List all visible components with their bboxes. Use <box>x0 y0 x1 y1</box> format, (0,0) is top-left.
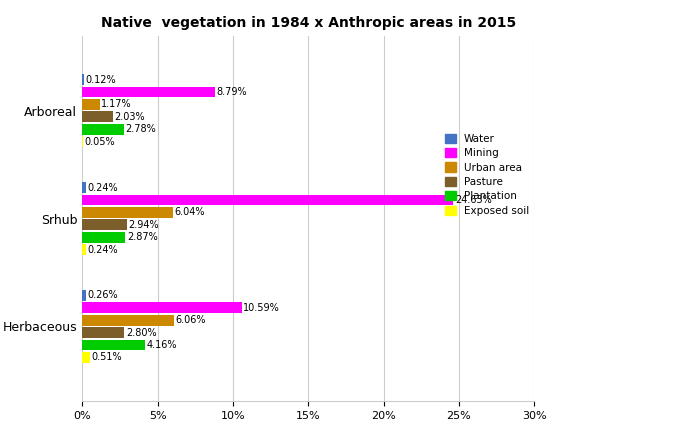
Text: 2.78%: 2.78% <box>125 124 156 134</box>
Bar <box>82 182 86 193</box>
Text: 8.79%: 8.79% <box>216 87 247 97</box>
Bar <box>82 112 113 122</box>
Text: 6.04%: 6.04% <box>175 207 206 217</box>
Legend: Water, Mining, Urban area, Pasture, Plantation, Exposed soil: Water, Mining, Urban area, Pasture, Plan… <box>445 133 529 216</box>
Text: 2.03%: 2.03% <box>114 112 145 122</box>
Text: 2.94%: 2.94% <box>128 220 159 230</box>
Text: 4.16%: 4.16% <box>147 340 177 350</box>
Text: 2.87%: 2.87% <box>127 232 158 242</box>
Text: 10.59%: 10.59% <box>243 303 280 313</box>
Bar <box>82 207 173 218</box>
Bar <box>82 302 242 313</box>
Bar <box>82 315 173 326</box>
Bar <box>82 74 84 85</box>
Bar <box>82 244 86 255</box>
Text: 2.80%: 2.80% <box>126 328 157 338</box>
Text: 0.51%: 0.51% <box>91 352 122 363</box>
Text: 24.63%: 24.63% <box>455 195 492 205</box>
Bar <box>82 232 125 243</box>
Bar <box>82 194 453 205</box>
Text: 0.12%: 0.12% <box>86 74 116 85</box>
Bar <box>82 124 124 135</box>
Bar <box>82 219 127 230</box>
Bar <box>82 87 214 97</box>
Text: 6.06%: 6.06% <box>175 315 206 325</box>
Text: 0.05%: 0.05% <box>84 136 115 147</box>
Text: 0.24%: 0.24% <box>87 244 118 255</box>
Bar <box>82 290 86 301</box>
Bar <box>82 352 90 363</box>
Bar <box>82 99 100 110</box>
Bar <box>82 327 125 338</box>
Title: Native  vegetation in 1984 x Anthropic areas in 2015: Native vegetation in 1984 x Anthropic ar… <box>101 17 516 30</box>
Text: 1.17%: 1.17% <box>101 99 132 109</box>
Bar <box>82 340 145 351</box>
Bar <box>82 136 83 147</box>
Text: 0.24%: 0.24% <box>87 182 118 193</box>
Text: 0.26%: 0.26% <box>88 290 119 301</box>
